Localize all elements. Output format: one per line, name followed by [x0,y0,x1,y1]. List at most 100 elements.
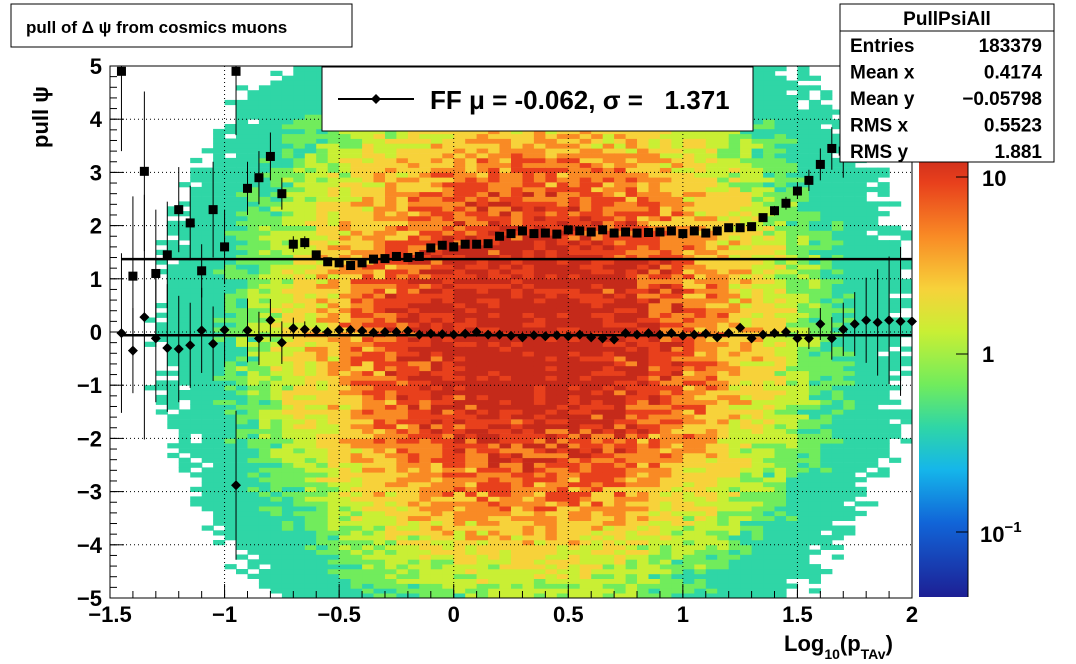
heatmap-cell [488,423,501,430]
heatmap-cell [705,274,718,280]
heatmap-cell [281,104,294,110]
heatmap-cell [522,467,535,473]
heatmap-cell [247,182,260,188]
heatmap-cell [201,177,214,183]
heatmap-cell [545,249,558,255]
heatmap-cell [281,90,294,96]
heatmap-cell [522,404,535,410]
heatmap-cell [281,443,294,449]
heatmap-cell [556,303,569,309]
heatmap-cell [407,220,420,226]
heatmap-cell [648,356,661,362]
heatmap-cell [602,569,615,575]
heatmap-cell [637,419,650,425]
heatmap-cell [316,346,329,352]
heatmap-cell [213,225,226,231]
heatmap-cell [522,515,535,521]
heatmap-cell [316,457,329,463]
heatmap-cell [465,588,478,594]
heatmap-cell [625,157,638,164]
heatmap-cell [339,428,352,434]
heatmap-cell [659,244,672,251]
heatmap-cell [430,409,443,415]
heatmap-cell [579,133,592,139]
heatmap-cell [419,269,432,275]
heatmap-cell [224,385,237,391]
heatmap-cell [579,341,592,347]
heatmap-cell [499,215,512,222]
heatmap-cell [602,283,615,289]
heatmap-cell [637,162,650,168]
heatmap-cell [304,525,317,531]
heatmap-cell [579,588,592,594]
heatmap-cell [511,578,524,584]
heatmap-cell [407,506,420,512]
heatmap-cell [350,452,363,459]
heatmap-cell [407,341,420,347]
heatmap-cell [522,380,535,386]
heatmap-cell [453,172,466,178]
heatmap-cell [258,119,271,125]
heatmap-cell [579,472,592,478]
heatmap-cell [316,336,329,342]
heatmap-cell [270,128,283,135]
heatmap-cell [430,520,443,526]
heatmap-cell [373,544,386,550]
heatmap-cell [625,201,638,207]
heatmap-cell [637,569,650,575]
heatmap-cell [362,293,375,299]
heatmap-cell [625,153,638,159]
heatmap-cell [430,225,443,231]
heatmap-cell [270,283,283,289]
heatmap-cell [350,394,363,401]
heatmap-cell [602,491,615,497]
heatmap-cell [224,182,237,188]
heatmap-cell [270,515,283,521]
heatmap-cell [281,501,294,507]
heatmap-cell [591,409,604,415]
heatmap-cell [419,370,432,376]
heatmap-cell [694,549,707,555]
heatmap-cell [407,215,420,222]
heatmap-cell [407,481,420,488]
heatmap-cell [659,288,672,294]
heatmap-cell [511,153,524,159]
heatmap-cell [247,162,260,168]
heatmap-cell [167,283,180,289]
heatmap-cell [236,530,249,536]
heatmap-cell [430,191,443,197]
heatmap-cell [304,351,317,357]
heatmap-cell [488,530,501,536]
heatmap-cell [385,293,398,299]
heatmap-cell [224,380,237,386]
heatmap-cell [511,510,524,517]
heatmap-cell [488,162,501,168]
heatmap-cell [201,457,214,463]
heatmap-cell [281,215,294,222]
heatmap-cell [178,312,191,318]
heatmap-cell [637,457,650,463]
heatmap-cell [178,336,191,342]
heatmap-cell [281,264,294,270]
heatmap-cell [258,254,271,260]
heatmap-cell [465,394,478,401]
heatmap-cell [430,215,443,222]
heatmap-cell [591,303,604,309]
heatmap-cell [579,191,592,197]
heatmap-cell [465,540,478,546]
heatmap-cell [316,535,329,541]
heatmap-cell [362,554,375,560]
heatmap-cell [533,525,546,531]
heatmap-cell [637,303,650,309]
heatmap-cell [350,283,363,289]
heatmap-cell [327,244,340,251]
heatmap-cell [362,385,375,391]
heatmap-cell [327,477,340,483]
heatmap-cell [281,535,294,541]
heatmap-cell [316,307,329,313]
heatmap-cell [568,535,581,541]
heatmap-cell [247,462,260,468]
heatmap-cell [281,317,294,323]
heatmap-cell [533,390,546,396]
heatmap-cell [545,322,558,328]
